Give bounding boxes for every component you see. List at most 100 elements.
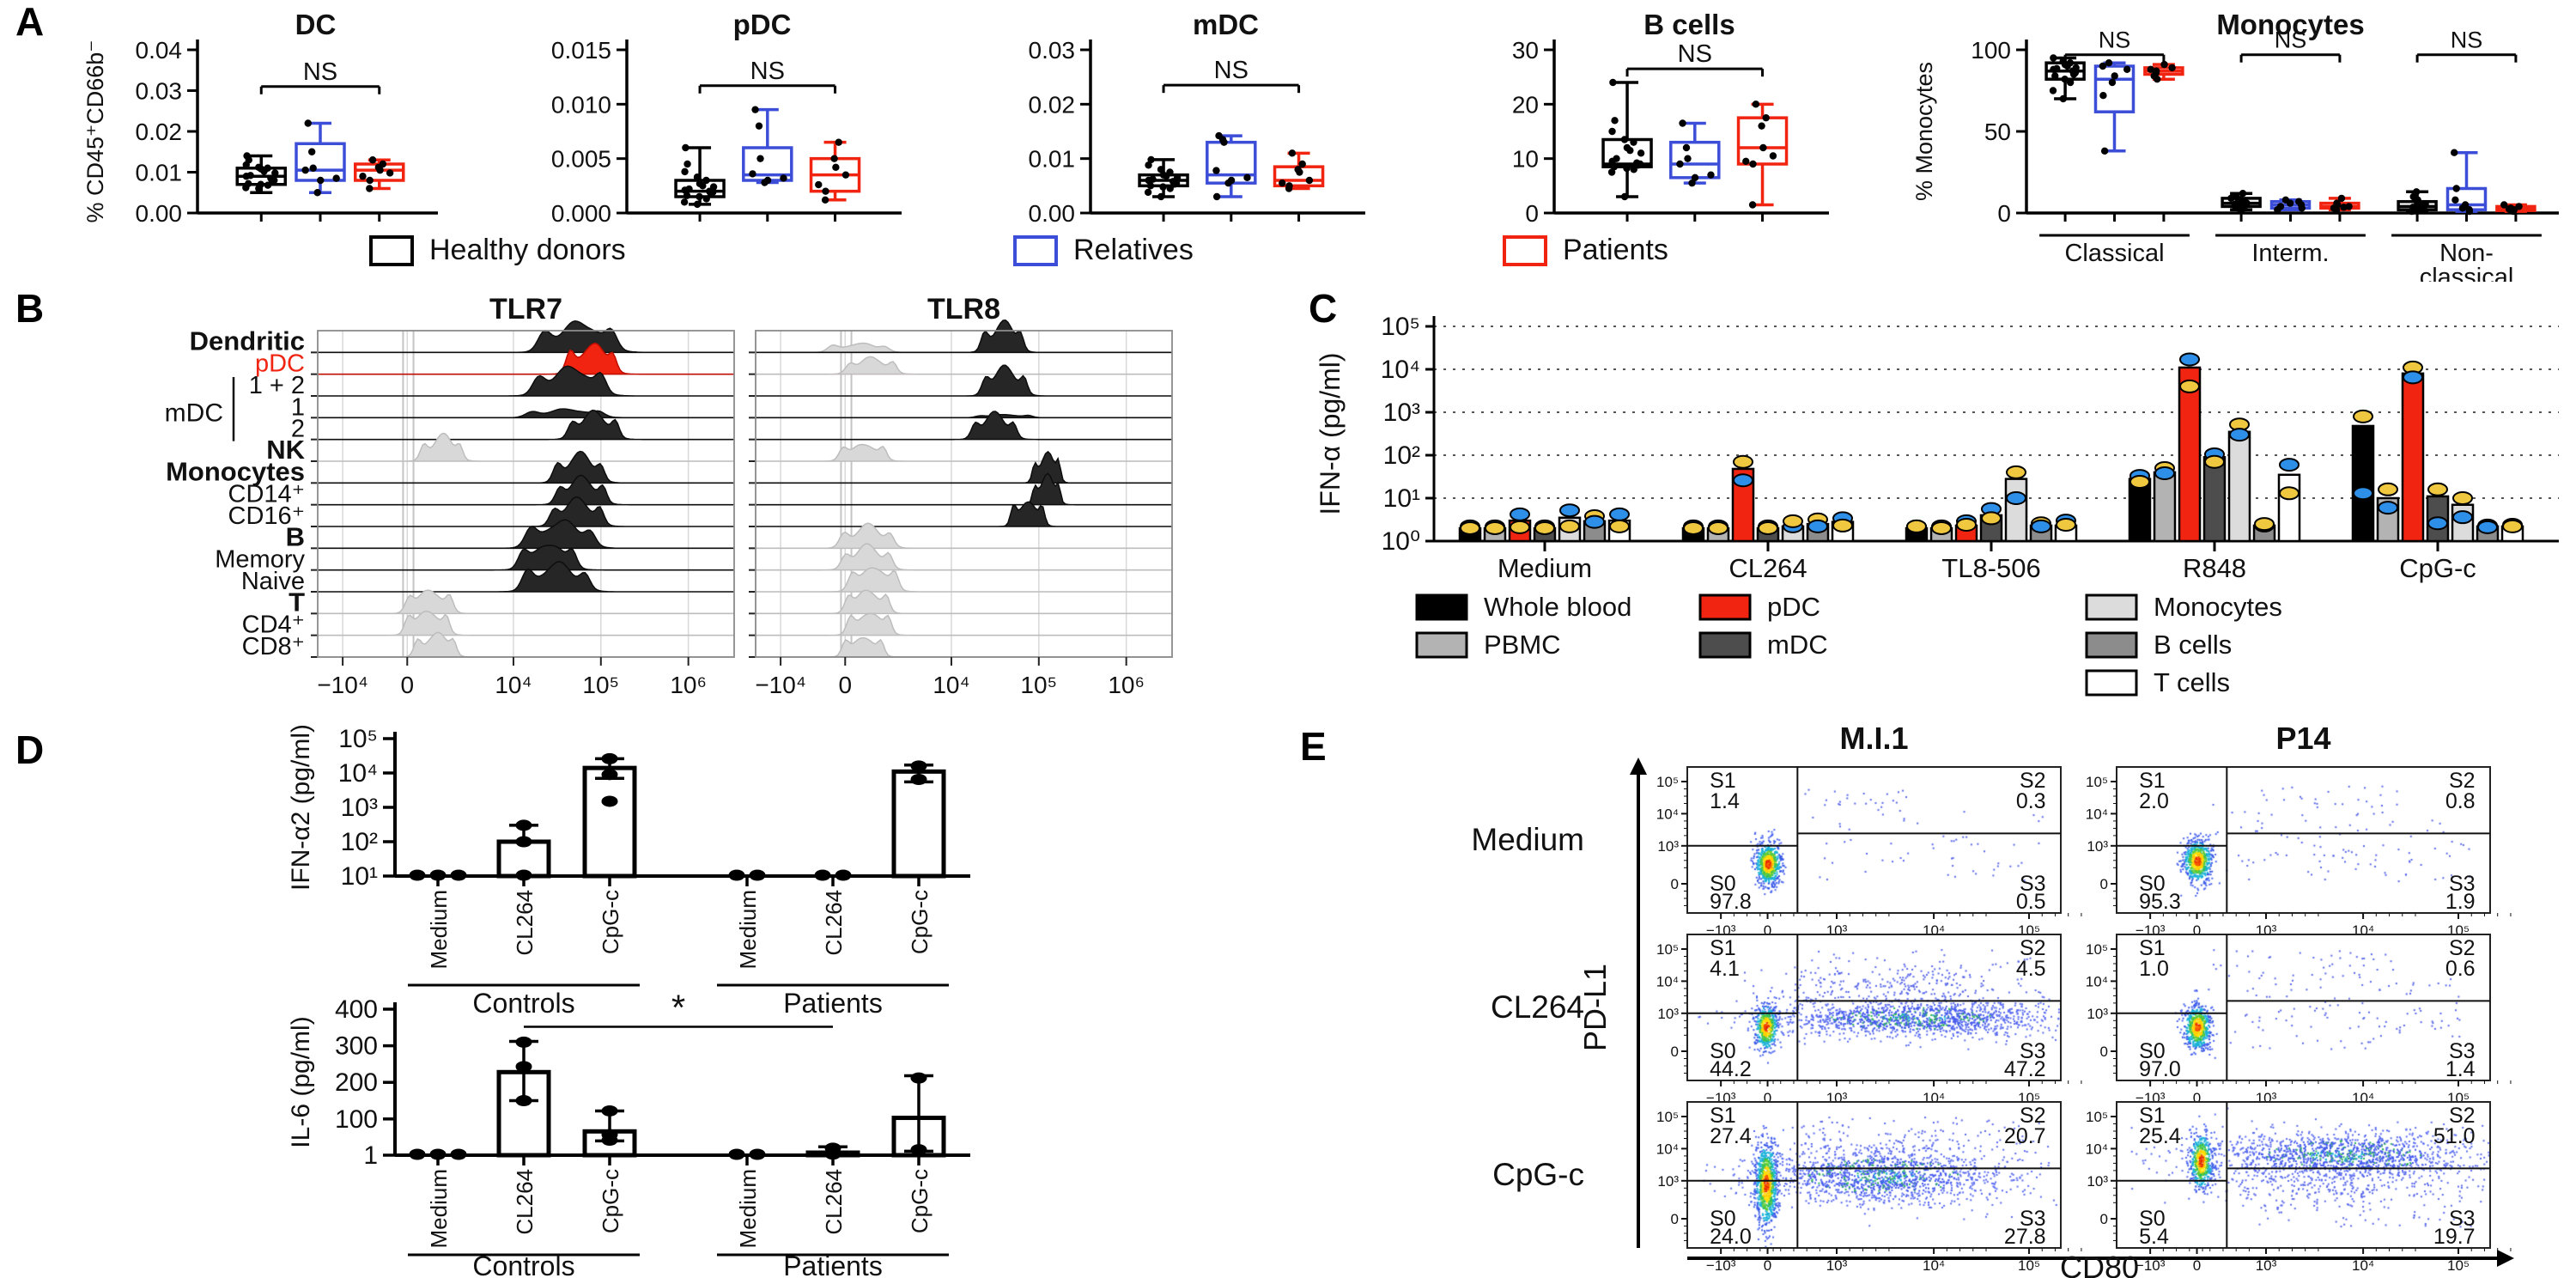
svg-text:NK: NK xyxy=(266,435,305,465)
svg-text:10⁴: 10⁴ xyxy=(2086,806,2108,822)
boxplot-bcells: B cells 0 10 20 30 NS xyxy=(1512,9,1829,227)
svg-text:PD-L1: PD-L1 xyxy=(1577,964,1613,1051)
svg-text:IFN-α (pg/ml): IFN-α (pg/ml) xyxy=(1315,352,1346,514)
svg-text:Controls: Controls xyxy=(472,1251,574,1278)
svg-text:Medium: Medium xyxy=(426,890,452,969)
svg-text:S3: S3 xyxy=(2449,1207,2476,1231)
svg-text:T: T xyxy=(289,587,305,617)
svg-text:S2: S2 xyxy=(2449,1104,2476,1128)
svg-text:10⁶: 10⁶ xyxy=(670,672,707,698)
svg-text:0.015: 0.015 xyxy=(551,37,611,64)
svg-text:4.1: 4.1 xyxy=(1710,957,1740,981)
svg-text:S1: S1 xyxy=(2139,1104,2166,1128)
svg-text:B cells: B cells xyxy=(1643,9,1735,40)
svg-text:S0: S0 xyxy=(2139,872,2166,896)
svg-text:Monocytes: Monocytes xyxy=(166,456,305,486)
panel-c-label: C xyxy=(1309,286,1338,331)
svg-text:0: 0 xyxy=(2100,1044,2108,1060)
svg-text:S0: S0 xyxy=(2139,1207,2166,1231)
svg-text:10³: 10³ xyxy=(2087,838,2108,855)
boxplot-pdc: pDC 0.000 0.005 0.010 0.015 NS xyxy=(551,9,902,227)
svg-text:S1: S1 xyxy=(1710,1104,1736,1128)
svg-text:10⁴: 10⁴ xyxy=(338,759,378,788)
svg-text:0: 0 xyxy=(1671,1211,1679,1227)
tlr-histogram-panel: TLR7 −10⁴ 0 10⁴ 10⁵ 10⁶ TLR8 −10⁴ 0 10⁴ 10⁵ 10⁶ Dend… xyxy=(165,296,1173,698)
svg-text:CpG-c: CpG-c xyxy=(2399,553,2476,583)
svg-text:PBMC: PBMC xyxy=(1484,630,1561,660)
svg-text:2: 2 xyxy=(291,416,305,443)
svg-text:S2: S2 xyxy=(2449,936,2476,960)
svg-text:S2: S2 xyxy=(2020,936,2046,960)
svg-text:0.02: 0.02 xyxy=(1029,91,1076,118)
svg-text:TLR8: TLR8 xyxy=(927,296,1000,326)
svg-text:DC: DC xyxy=(295,9,337,40)
svg-text:S2: S2 xyxy=(2020,1104,2046,1128)
svg-text:27.4: 27.4 xyxy=(1710,1124,1752,1148)
panel-a-label: A xyxy=(15,0,45,44)
flow-axes-overlay: M.I.1 P14 Medium CL264 CpG-c PD-L1 CD80 10⁵ 10⁴ 1… xyxy=(1471,721,2514,1278)
svg-text:24.0: 24.0 xyxy=(1710,1225,1752,1249)
svg-text:10⁴: 10⁴ xyxy=(1923,922,1945,939)
svg-text:CpG-c: CpG-c xyxy=(907,1169,933,1233)
svg-text:Monocytes: Monocytes xyxy=(2154,592,2282,622)
svg-text:100: 100 xyxy=(1971,37,2011,64)
svg-text:S3: S3 xyxy=(2449,1039,2476,1063)
svg-text:0: 0 xyxy=(1764,1090,1771,1106)
svg-text:10⁴: 10⁴ xyxy=(933,672,969,698)
svg-text:CD14⁺: CD14⁺ xyxy=(228,481,305,508)
svg-text:10¹: 10¹ xyxy=(341,862,378,891)
svg-text:10⁴: 10⁴ xyxy=(1656,1141,1679,1157)
svg-text:S2: S2 xyxy=(2020,769,2046,793)
svg-text:10⁴: 10⁴ xyxy=(1923,1090,1945,1106)
svg-text:10⁵: 10⁵ xyxy=(1656,1109,1679,1125)
svg-text:classical: classical xyxy=(2420,264,2514,282)
svg-text:0.010: 0.010 xyxy=(551,91,611,118)
svg-text:0.6: 0.6 xyxy=(2445,957,2476,981)
panel-b-label: B xyxy=(15,286,45,331)
svg-text:CL264: CL264 xyxy=(512,890,538,956)
svg-text:CpG-c: CpG-c xyxy=(598,890,623,954)
svg-text:S1: S1 xyxy=(2139,936,2166,960)
svg-text:0: 0 xyxy=(1764,922,1771,939)
svg-text:% CD45⁺CD66b⁻: % CD45⁺CD66b⁻ xyxy=(82,40,108,222)
svg-text:10⁵: 10⁵ xyxy=(1656,941,1679,958)
svg-text:Medium: Medium xyxy=(735,890,761,969)
svg-text:300: 300 xyxy=(335,1032,378,1061)
svg-text:10⁴: 10⁴ xyxy=(2352,922,2374,939)
svg-text:NS: NS xyxy=(2099,27,2131,53)
svg-text:2.0: 2.0 xyxy=(2139,789,2169,813)
legend-item-relatives: Relatives xyxy=(1013,234,1194,267)
legend-label: Relatives xyxy=(1073,234,1194,266)
svg-text:CpG-c: CpG-c xyxy=(907,890,933,954)
svg-text:TL8-506: TL8-506 xyxy=(1941,553,2040,583)
svg-text:50: 50 xyxy=(1984,119,2011,145)
svg-text:S1: S1 xyxy=(1710,769,1736,793)
svg-text:0: 0 xyxy=(2193,1257,2201,1274)
boxplot-mdc: mDC 0.00 0.01 0.02 0.03 NS xyxy=(1029,9,1365,227)
svg-text:mDC: mDC xyxy=(1767,630,1828,660)
svg-text:NS: NS xyxy=(1678,40,1712,68)
svg-text:10⁴: 10⁴ xyxy=(1923,1257,1945,1274)
svg-text:−10⁴: −10⁴ xyxy=(317,672,368,698)
svg-text:CD80: CD80 xyxy=(2060,1250,2139,1278)
svg-text:97.8: 97.8 xyxy=(1710,890,1752,914)
svg-text:IL-6 (pg/ml): IL-6 (pg/ml) xyxy=(287,1016,315,1147)
svg-text:0: 0 xyxy=(2193,1090,2201,1106)
svg-text:B: B xyxy=(286,521,305,551)
svg-text:Dendritic: Dendritic xyxy=(190,326,305,356)
svg-text:Naive: Naive xyxy=(241,568,305,595)
svg-text:CL264: CL264 xyxy=(1491,989,1584,1025)
svg-text:Medium: Medium xyxy=(426,1169,452,1248)
svg-text:CL264: CL264 xyxy=(1728,553,1807,583)
svg-text:−10³: −10³ xyxy=(2136,1257,2166,1274)
svg-text:0: 0 xyxy=(1671,1044,1679,1060)
svg-text:0: 0 xyxy=(400,672,414,698)
svg-text:10⁵: 10⁵ xyxy=(338,726,378,753)
svg-text:10⁵: 10⁵ xyxy=(1656,774,1679,790)
svg-text:10³: 10³ xyxy=(1383,399,1420,427)
svg-text:B cells: B cells xyxy=(2154,630,2232,660)
svg-text:1.4: 1.4 xyxy=(1710,789,1740,813)
svg-text:Medium: Medium xyxy=(1498,553,1592,583)
svg-text:10⁴: 10⁴ xyxy=(2352,1090,2374,1106)
